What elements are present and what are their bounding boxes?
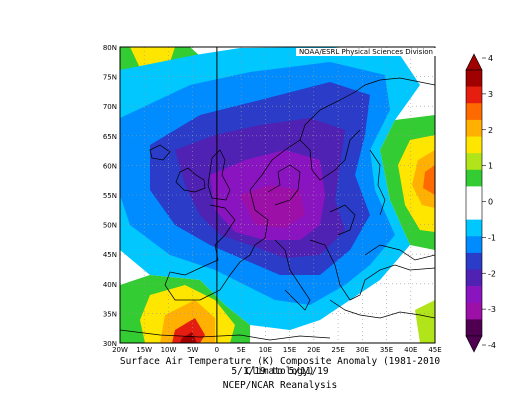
colorbar-segment [466,103,482,120]
colorbar-tick-label: 4 [488,54,493,63]
lon-label: 10E [259,346,272,354]
colorbar-tick-label: 1 [488,162,493,171]
lat-label: 60N [103,162,117,170]
colorbar-tick-label: -4 [488,341,496,350]
credit-label: NOAA/ESRL Physical Sciences Division [296,48,436,56]
colorbar-tick-label: 3 [488,90,493,99]
colorbar-tick-label: 2 [488,126,493,135]
colorbar-segment [466,303,482,320]
colorbar-bottom-arrow [466,336,482,352]
colorbar-tick-label: 0 [488,198,493,207]
latitude-labels: 80N 75N 70N 65N 60N 55N 50N 45N 40N 35N … [103,44,117,348]
colorbar-segment [466,153,482,170]
lat-label: 50N [103,222,117,230]
colorbar: 4 3 2 1 0 -1 -2 -3 -4 [466,54,496,352]
lat-label: 70N [103,103,117,111]
colorbar-segment [466,203,482,220]
lon-label: 5W [187,346,198,354]
lon-label: 30E [356,346,369,354]
lat-label: 65N [103,133,117,141]
lat-label: 75N [103,74,117,82]
lon-label: 35E [380,346,393,354]
colorbar-segment [466,319,482,336]
colorbar-segment [466,137,482,154]
colorbar-segment [466,286,482,303]
date-range: 5/1/19 to 5/11/19 [90,367,470,377]
colorbar-segment [466,87,482,104]
colorbar-tick-label: -3 [488,305,496,314]
anomaly-field [120,47,435,343]
colorbar-segment [466,120,482,137]
lat-label: 45N [103,251,117,259]
colorbar-segment [466,270,482,287]
colorbar-segment [466,70,482,87]
lon-label: 20W [112,346,128,354]
lon-label: 10W [161,346,177,354]
lon-label: 15E [283,346,296,354]
colorbar-segment [466,236,482,253]
lat-label: 35N [103,310,117,318]
lon-label: 0 [215,346,219,354]
colorbar-segment [466,253,482,270]
lon-label: 40E [404,346,417,354]
longitude-labels: 20W 15W 10W 5W 0 5E 10E 15E 20E 25E 30E … [112,346,442,354]
colorbar-tick-label: -2 [488,269,496,278]
colorbar-segment [466,170,482,187]
colorbar-segment [466,186,482,203]
lat-label: 40N [103,281,117,289]
dataset-label: NCEP/NCAR Reanalysis [90,381,470,391]
lon-label: 25E [331,346,344,354]
colorbar-segment [466,220,482,237]
colorbar-tick-label: -1 [488,233,496,242]
lon-label: 15W [136,346,152,354]
lon-label: 45E [428,346,441,354]
lat-label: 55N [103,192,117,200]
colorbar-top-arrow [466,54,482,70]
lat-label: 80N [103,44,117,52]
lon-label: 5E [237,346,246,354]
lon-label: 20E [307,346,320,354]
